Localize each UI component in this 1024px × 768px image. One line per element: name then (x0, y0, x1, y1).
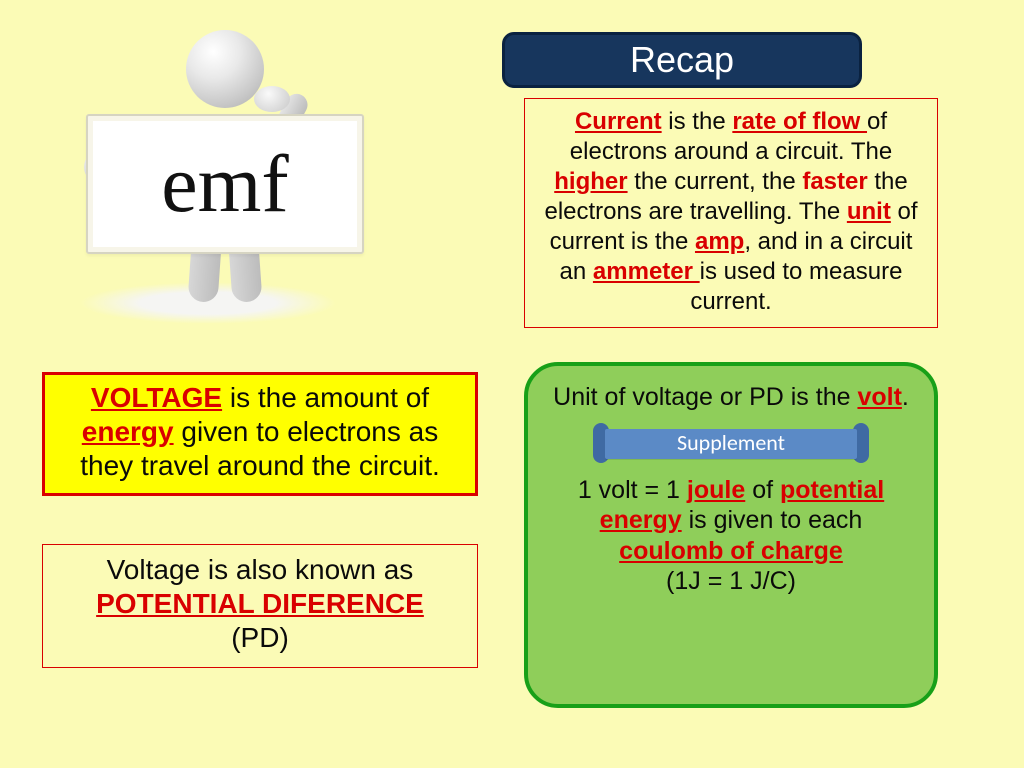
kw-voltage: VOLTAGE (91, 382, 222, 413)
text: is given to each (682, 506, 863, 534)
kw-higher: higher (554, 168, 627, 195)
text: is the (662, 108, 733, 135)
figure-holding-sign: emf (38, 30, 398, 330)
sign-board: emf (86, 114, 364, 254)
potential-difference-box: Voltage is also known as POTENTIAL DIFER… (42, 544, 478, 668)
text: (PD) (231, 622, 289, 653)
kw-rate-of-flow: rate of flow (732, 108, 867, 135)
kw-ammeter: ammeter (593, 258, 700, 285)
text: . (902, 383, 909, 411)
kw-potential-difference: POTENTIAL DIFERENCE (96, 588, 424, 619)
figure-head (186, 30, 264, 108)
text: 1 volt = 1 (578, 476, 687, 504)
text: is used to measure current. (690, 258, 902, 315)
volt-unit-line: Unit of voltage or PD is the volt. (548, 382, 914, 413)
kw-faster: faster (802, 168, 867, 195)
current-definition-box: Current is the rate of flow of electrons… (524, 98, 938, 328)
supplement-banner: Supplement (593, 423, 869, 463)
kw-volt: volt (857, 383, 901, 411)
voltage-definition-box: VOLTAGE is the amount of energy given to… (42, 372, 478, 496)
kw-current: Current (575, 108, 662, 135)
text: is the amount of (222, 382, 429, 413)
text: of (745, 476, 780, 504)
text: Voltage is also known as (107, 554, 414, 585)
supplement-label: Supplement (677, 430, 785, 457)
text: Unit of voltage or PD is the (553, 383, 857, 411)
volt-unit-box: Unit of voltage or PD is the volt. Suppl… (524, 362, 938, 708)
text: the current, the (628, 168, 803, 195)
recap-title: Recap (630, 39, 734, 81)
kw-unit: unit (847, 198, 891, 225)
banner-bar: Supplement (605, 429, 857, 459)
sign-text: emf (161, 137, 288, 231)
recap-header: Recap (502, 32, 862, 88)
figure-hand-right (254, 86, 290, 112)
equation-line: (1J = 1 J/C) (548, 566, 914, 597)
kw-joule: joule (687, 476, 745, 504)
kw-amp: amp (695, 228, 744, 255)
kw-coulomb-of-charge: coulomb of charge (619, 537, 843, 565)
kw-energy: energy (82, 416, 174, 447)
joule-coulomb-line: 1 volt = 1 joule of potential energy is … (548, 475, 914, 567)
